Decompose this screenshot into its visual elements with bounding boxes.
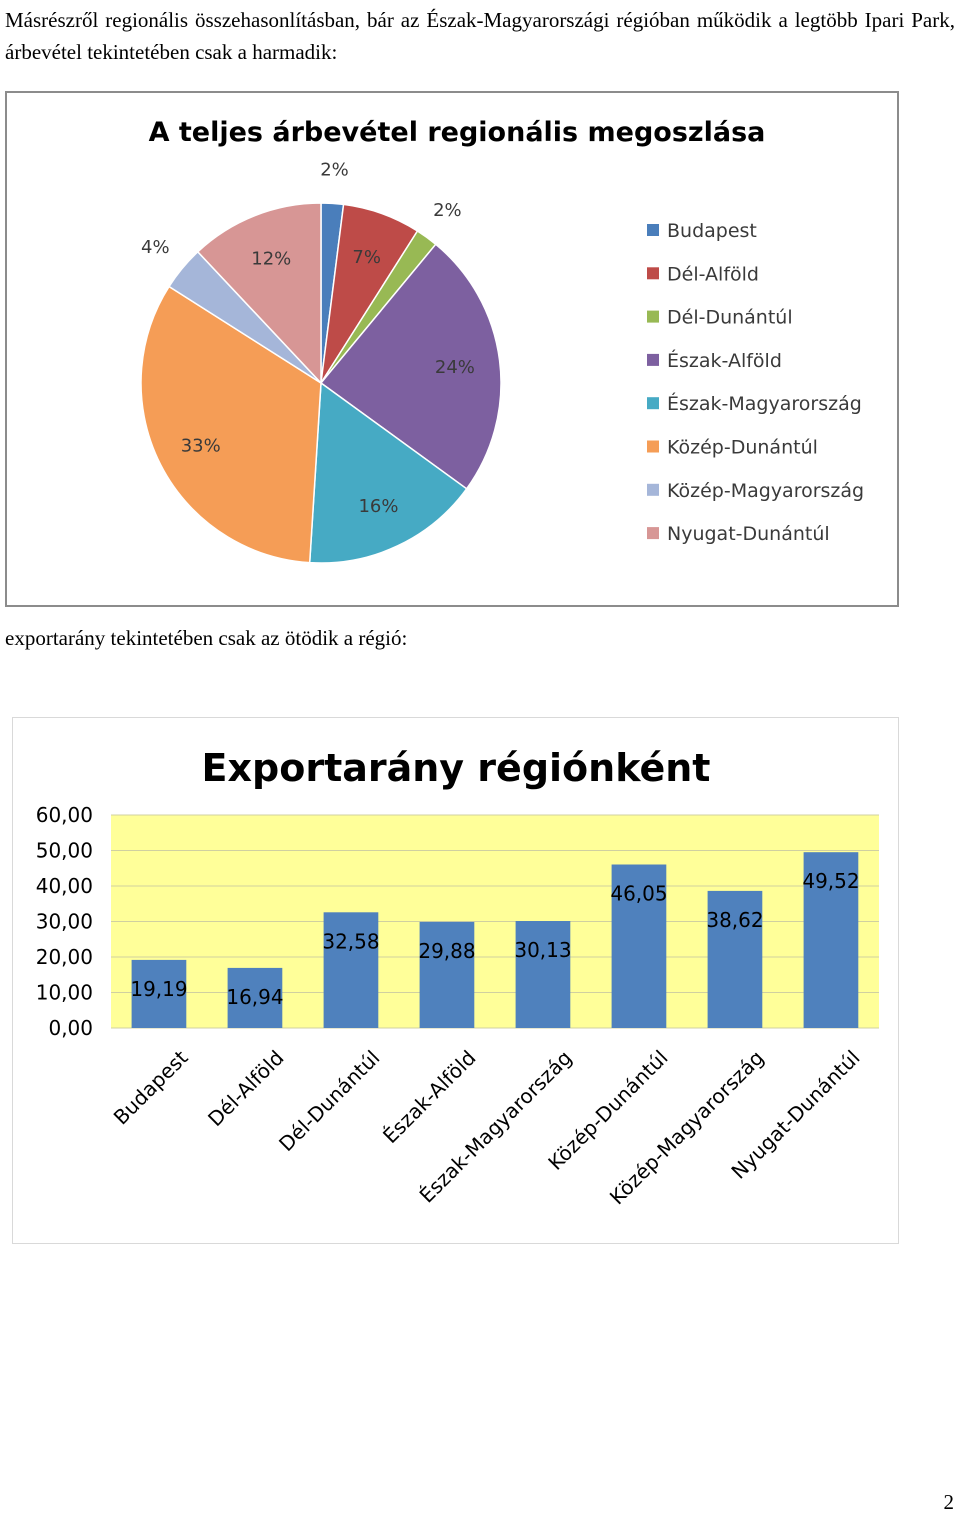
y-tick-label-1: 10,00 — [36, 981, 93, 1005]
bar-value-label-2: 32,58 — [322, 929, 379, 953]
legend-label-3: Észak-Alföld — [667, 349, 782, 372]
legend-swatch-3 — [647, 353, 659, 366]
legend-label-2: Dél-Dunántúl — [667, 307, 793, 329]
pie-labels-group: 2% 7% 2% 24% 16% 33% 4% 12% — [141, 159, 475, 517]
legend-swatch-5 — [647, 440, 659, 453]
bar-4 — [515, 921, 571, 1028]
bar-chart-canvas: Exportarány régiónként 0,00 10,00 20,00 30,… — [36, 746, 879, 1209]
y-axis-ticks: 0,00 10,00 20,00 30,00 40,00 50,00 60,00 — [36, 803, 93, 1040]
page-number: 2 — [943, 1490, 955, 1514]
x-tick-label-2: Dél-Dunántúl — [274, 1046, 384, 1156]
bar-chart-title: Exportarány régiónként — [202, 746, 711, 790]
pie-label-1: 7% — [352, 247, 381, 268]
bars-group — [131, 852, 859, 1028]
pie-slice-4 — [308, 381, 468, 564]
y-tick-label-5: 50,00 — [36, 839, 93, 863]
pie-slice-7 — [196, 202, 322, 385]
bar-value-label-6: 38,62 — [706, 908, 763, 932]
pie-label-3: 24% — [435, 357, 475, 378]
x-tick-label-6: Közép-Magyarország — [605, 1046, 769, 1210]
pie-chart-revenue: A teljes árbevétel regionális megoszlása… — [5, 91, 899, 607]
bar-5 — [611, 864, 667, 1028]
legend-label-4: Észak-Magyarország — [667, 392, 862, 415]
legend-label-0: Budapest — [667, 220, 757, 242]
bar-3 — [419, 921, 475, 1028]
legend-swatch-1 — [647, 267, 659, 280]
pie-chart-title: A teljes árbevétel regionális megoszlása — [149, 117, 766, 148]
x-tick-label-0: Budapest — [109, 1045, 193, 1129]
bar-value-label-3: 29,88 — [418, 939, 475, 963]
pie-chart-canvas: A teljes árbevétel regionális megoszlása… — [140, 117, 864, 564]
y-tick-label-4: 40,00 — [36, 874, 93, 898]
pie-slice-5 — [140, 285, 322, 564]
legend-swatch-2 — [647, 310, 659, 323]
y-tick-label-2: 20,00 — [36, 945, 93, 969]
x-tick-label-3: Észak-Alföld — [378, 1046, 480, 1148]
x-axis-labels: Budapest Dél-AlföldDél-DunántúlÉszak-Alfö… — [109, 1045, 865, 1209]
bar-chart-export: Exportarány régiónként 0,00 10,00 20,00 30,… — [12, 717, 899, 1244]
bar-2 — [323, 912, 379, 1028]
pie-label-6: 4% — [141, 237, 170, 258]
legend-swatch-7 — [647, 527, 659, 540]
bar-6 — [707, 890, 763, 1028]
bar-value-label-5: 46,05 — [610, 882, 667, 906]
pie-legend: Budapest Dél-Alföld Dél-Dunántúl Észak-Alfö… — [647, 220, 864, 545]
pie-label-4: 16% — [358, 496, 398, 517]
pie-label-2: 2% — [433, 200, 462, 221]
pie-label-5: 33% — [181, 435, 221, 456]
bar-value-label-4: 30,13 — [514, 938, 571, 962]
legend-label-1: Dél-Alföld — [667, 263, 759, 285]
pie-slice-3 — [319, 243, 502, 490]
legend-swatch-6 — [647, 483, 659, 496]
legend-label-6: Közép-Magyarország — [667, 480, 864, 502]
x-tick-label-1: Dél-Alföld — [203, 1046, 288, 1131]
bar-1 — [227, 967, 283, 1028]
y-tick-label-6: 60,00 — [36, 803, 93, 827]
pie-label-7: 12% — [251, 249, 291, 270]
legend-label-7: Nyugat-Dunántúl — [667, 523, 830, 545]
y-tick-label-0: 0,00 — [48, 1016, 93, 1040]
bar-value-labels: 19,19 16,94 32,58 29,88 30,13 46,05 38,62 49,52 — [130, 869, 859, 1009]
intro-paragraph: Másrészről regionális összehasonlításban… — [5, 8, 955, 64]
bar-value-label-0: 19,19 — [130, 977, 187, 1001]
legend-swatch-4 — [647, 397, 659, 410]
y-tick-label-3: 30,00 — [36, 910, 93, 934]
legend-label-5: Közép-Dunántúl — [667, 437, 818, 459]
bar-0 — [131, 959, 187, 1028]
pie-slices-group — [140, 202, 502, 564]
bar-7 — [803, 852, 859, 1028]
second-paragraph: exportarány tekintetében csak az ötödik … — [5, 626, 408, 650]
legend-swatch-0 — [647, 224, 659, 236]
pie-label-0: 2% — [320, 159, 349, 180]
bar-value-label-7: 49,52 — [802, 869, 859, 893]
bar-value-label-1: 16,94 — [226, 985, 283, 1009]
